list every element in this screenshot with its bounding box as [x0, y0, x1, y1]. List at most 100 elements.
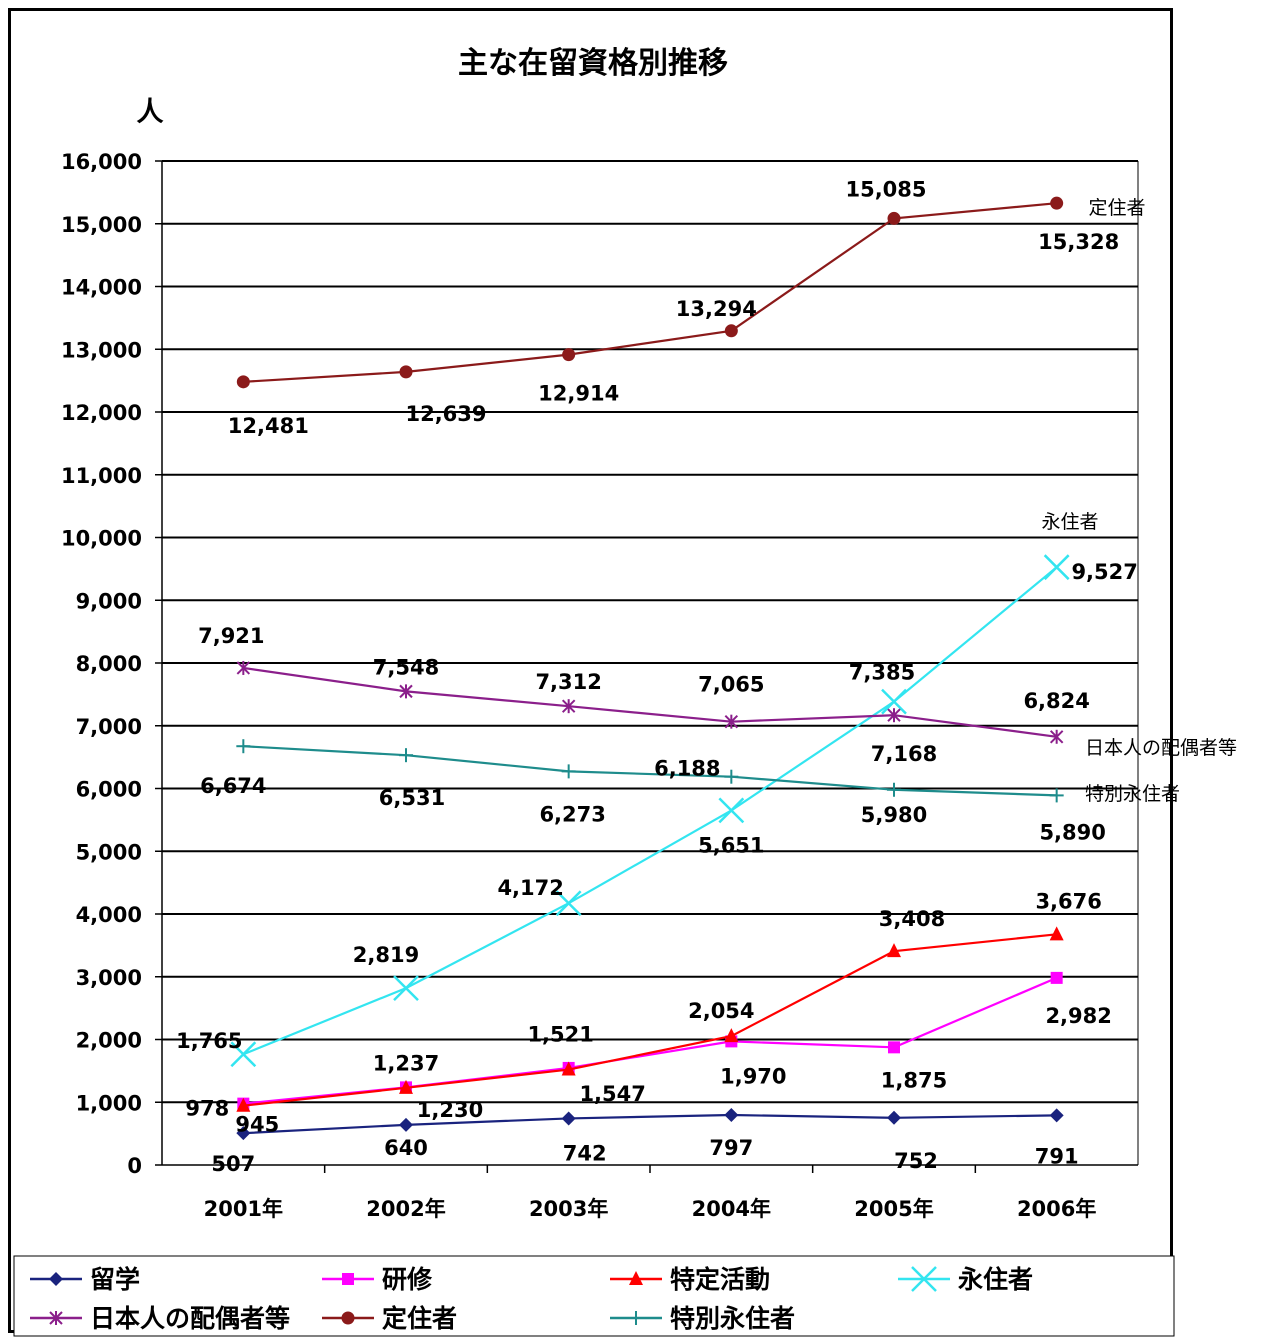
data-label: 3,408: [879, 907, 945, 931]
square-marker: [888, 1041, 900, 1054]
diamond-marker: [561, 1111, 576, 1126]
data-label: 9,527: [1071, 560, 1137, 584]
data-label: 7,065: [698, 673, 764, 697]
y-tick-label: 16,000: [61, 150, 142, 174]
data-label: 791: [1035, 1144, 1079, 1168]
series-line: [243, 202, 1057, 383]
asterisk-marker: [1049, 729, 1064, 744]
diamond-marker: [399, 1117, 413, 1132]
data-label: 7,312: [535, 670, 601, 694]
data-label: 7,385: [849, 661, 915, 685]
y-axis-tick-labels: 0 1,000 2,000 3,000 4,000 5,000 6,000 7,000 8,00…: [61, 150, 142, 1178]
legend-item: 研修: [322, 1265, 433, 1294]
triangle-marker: [1049, 926, 1064, 941]
data-label: 5,651: [698, 833, 764, 857]
legend-label: 定住者: [382, 1304, 457, 1333]
data-label: 2,054: [688, 999, 754, 1023]
x-marker-stroke: [393, 975, 419, 1001]
gridlines: [162, 160, 1138, 1104]
asterisk-marker: [724, 714, 739, 729]
x-marker-stroke: [555, 890, 582, 917]
data-label: 1,970: [720, 1064, 786, 1088]
x-tick-label: 2001年: [204, 1197, 283, 1221]
data-label: 1,521: [527, 1023, 593, 1047]
series-line: [243, 666, 1057, 738]
circle-marker: [1050, 196, 1064, 210]
data-label: 1,875: [881, 1068, 947, 1092]
y-tick-label: 4,000: [76, 903, 142, 927]
y-tick-label: 8,000: [76, 652, 142, 676]
y-tick-label: 7,000: [76, 715, 142, 739]
x-marker-stroke: [718, 797, 745, 824]
y-tick-label: 15,000: [61, 213, 142, 237]
data-label: 2,982: [1045, 1004, 1111, 1028]
data-label: 6,273: [539, 802, 605, 826]
data-label: 1,765: [176, 1029, 242, 1053]
triangle-marker: [629, 1271, 643, 1285]
series-line: [243, 933, 1057, 1107]
y-tick-label: 2,000: [76, 1029, 142, 1053]
legend-item: 留学: [30, 1265, 140, 1294]
legend-item: 特定活動: [610, 1265, 770, 1294]
data-label: 12,914: [538, 382, 619, 406]
x-tick-label: 2003年: [529, 1197, 608, 1221]
x-tick-label: 2005年: [854, 1197, 933, 1221]
y-tick-label: 5,000: [76, 840, 142, 864]
data-label: 15,328: [1038, 230, 1119, 254]
x-axis-tick-labels: 2001年 2002年 2003年 2004年 2005年 2006年: [204, 1197, 1097, 1221]
data-label: 6,531: [379, 786, 445, 810]
legend-label: 日本人の配偶者等: [90, 1304, 290, 1333]
x-marker-stroke: [230, 1041, 257, 1068]
circle-marker: [724, 324, 738, 338]
x-marker: [393, 975, 419, 1001]
series-end-label: 日本人の配偶者等: [1085, 737, 1237, 759]
data-label: 640: [384, 1136, 428, 1160]
plus-marker: [1049, 788, 1064, 803]
data-label: 6,824: [1023, 689, 1089, 713]
x-marker: [718, 797, 745, 824]
plus-marker: [887, 782, 901, 797]
asterisk-marker: [399, 684, 413, 699]
series-end-label: 永住者: [1041, 511, 1098, 533]
data-label: 1,230: [417, 1098, 483, 1122]
y-axis-unit-label: 人: [137, 97, 164, 128]
data-label: 1,237: [373, 1051, 439, 1075]
y-tick-label: 1,000: [76, 1091, 142, 1115]
legend-box: [13, 1255, 1175, 1337]
diamond-marker: [1049, 1108, 1064, 1123]
legend-label: 留学: [90, 1265, 140, 1294]
triangle-marker: [724, 1028, 739, 1043]
series-line: [243, 1113, 1057, 1135]
plus-marker: [629, 1311, 643, 1325]
plus-marker: [724, 769, 739, 784]
x-marker: [230, 1041, 257, 1068]
asterisk-marker: [236, 660, 251, 675]
y-tick-label: 13,000: [61, 338, 142, 362]
series-lines: [230, 196, 1070, 1141]
data-label: 945: [235, 1113, 279, 1137]
x-marker-stroke: [881, 688, 907, 715]
triangle-marker: [887, 943, 901, 958]
chart-frame: [8, 8, 1173, 1333]
series-line: [242, 566, 1058, 1056]
legend-item: 定住者: [322, 1304, 457, 1333]
x-marker: [911, 1266, 937, 1292]
data-label: 507: [211, 1152, 255, 1176]
legend-item: 特別永住者: [610, 1304, 795, 1333]
y-tick-label: 0: [127, 1154, 142, 1178]
y-tick-label: 11,000: [61, 464, 142, 488]
series-end-label: 定住者: [1088, 197, 1145, 219]
data-label: 7,548: [373, 655, 439, 679]
data-label: 3,676: [1035, 889, 1101, 913]
series-line: [243, 745, 1057, 797]
triangle-marker: [236, 1097, 251, 1112]
y-tick-label: 14,000: [61, 276, 142, 300]
x-marker-stroke: [911, 1266, 937, 1292]
data-label: 7,168: [871, 742, 937, 766]
data-label: 12,481: [228, 414, 309, 438]
triangle-marker: [399, 1079, 413, 1094]
data-label: 12,639: [405, 402, 486, 426]
data-label: 15,085: [845, 177, 926, 201]
y-tick-label: 12,000: [61, 401, 142, 425]
